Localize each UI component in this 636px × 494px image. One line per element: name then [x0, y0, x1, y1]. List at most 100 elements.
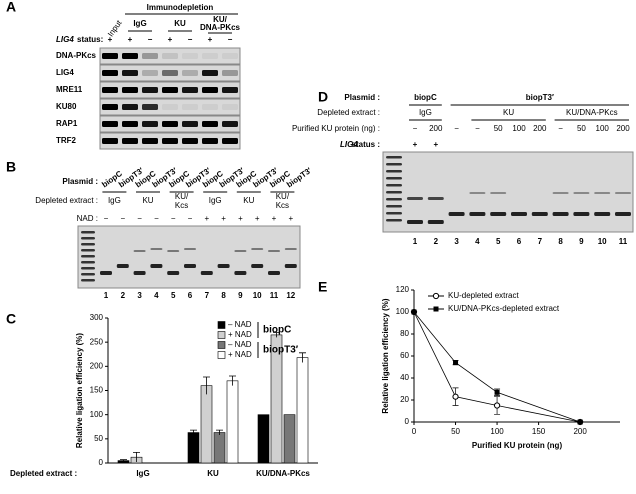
extract-label: Depleted extract : — [317, 108, 380, 117]
gel-band — [386, 170, 402, 173]
lane-number: 1 — [104, 291, 109, 300]
gel-band — [102, 138, 118, 144]
point — [577, 419, 583, 425]
gel-band — [531, 212, 548, 216]
ku-amount: 50 — [577, 124, 586, 133]
gel-band — [386, 191, 402, 194]
gel-band — [386, 156, 402, 159]
plasmid-label: Plasmid : — [344, 93, 380, 102]
lane-number: 2 — [121, 291, 126, 300]
nad-sign: + — [204, 214, 209, 223]
y-tick-label: 300 — [90, 313, 104, 322]
x-tick-label: 150 — [532, 427, 546, 436]
lane-number: 5 — [171, 291, 176, 300]
lane-number: 4 — [154, 291, 159, 300]
gel-band — [162, 87, 178, 93]
gel-band — [594, 212, 611, 216]
nad-sign: + — [288, 214, 293, 223]
gel-band — [81, 255, 95, 258]
lane-number: 11 — [270, 291, 279, 300]
gel-band — [407, 197, 423, 200]
lig4-sign: + — [168, 35, 173, 44]
gel-band — [490, 192, 507, 194]
nad-label: NAD : — [77, 214, 98, 223]
lane-number: 6 — [517, 237, 522, 246]
extract-name: IgG — [108, 196, 121, 205]
plasmid-name: biopC — [414, 93, 437, 102]
gel-band — [222, 104, 238, 110]
gel-band — [251, 264, 264, 268]
legend-swatch — [217, 331, 226, 339]
ku-label: Purified KU protein (ng) : — [292, 124, 380, 133]
gel-band — [122, 87, 138, 93]
gel-band — [386, 163, 402, 166]
lane-number: 9 — [579, 237, 584, 246]
ku-amount: 200 — [533, 124, 547, 133]
ku-amount: − — [558, 124, 563, 133]
gel-band — [162, 70, 178, 76]
lig4-gene: LIG4 — [56, 35, 74, 44]
gel-band — [81, 261, 95, 264]
panel-label: D — [318, 89, 328, 105]
gel-band — [122, 104, 138, 110]
legend-group: biopC — [263, 325, 291, 336]
plasmid-name: biopT3′ — [526, 93, 554, 102]
gel-image — [99, 47, 241, 65]
panel-label: A — [6, 0, 16, 15]
panel-a-header: Immunodepletion — [147, 3, 214, 12]
gel-band — [615, 192, 631, 194]
gel-band — [222, 70, 238, 76]
gel-band — [202, 138, 218, 144]
gel-image — [77, 225, 301, 289]
y-tick-label: 40 — [400, 373, 409, 382]
gel-band — [162, 104, 178, 110]
lane-number: 10 — [598, 237, 607, 246]
y-tick-label: 150 — [90, 386, 104, 395]
point — [493, 402, 501, 409]
point — [452, 393, 459, 400]
gel-band — [184, 264, 196, 268]
legend-label: + NAD — [228, 350, 252, 359]
lig4-sign: − — [188, 35, 193, 44]
row-label: RAP1 — [56, 119, 78, 128]
y-tick-label: 20 — [400, 395, 409, 404]
gel-band — [182, 138, 198, 144]
gel-band — [202, 87, 218, 93]
gel-band — [81, 243, 95, 246]
y-tick-label: 50 — [94, 434, 103, 443]
gel-band — [122, 70, 138, 76]
gel-band — [184, 248, 196, 250]
error-bar — [299, 352, 306, 363]
gel-band — [100, 271, 112, 275]
column-label: KU/ — [213, 15, 228, 24]
gel-band — [142, 121, 158, 127]
lane-number: 4 — [475, 237, 480, 246]
gel-band — [552, 192, 569, 194]
gel-band — [150, 248, 163, 250]
gel-band — [81, 279, 95, 282]
ku-amount: − — [454, 124, 459, 133]
gel-band — [284, 248, 297, 250]
gel-band — [167, 250, 180, 252]
legend-swatch — [217, 351, 226, 359]
x-tick-label: 100 — [490, 427, 504, 436]
gel-band — [386, 212, 402, 215]
gel-band — [81, 231, 95, 234]
x-axis-label: Purified KU protein (ng) — [472, 441, 563, 450]
nad-sign: + — [238, 214, 243, 223]
nad-sign: + — [272, 214, 277, 223]
error-bar — [133, 451, 140, 463]
gel-image — [99, 98, 241, 116]
x-tick-label: 0 — [412, 427, 417, 436]
gel-band — [102, 87, 118, 93]
legend-label: KU-depleted extract — [448, 291, 519, 300]
gel-band — [162, 121, 178, 127]
gel-band — [427, 197, 444, 200]
series-line — [413, 311, 581, 423]
lig4-sign: + — [433, 140, 438, 149]
bar — [226, 380, 239, 464]
extract-name: IgG — [209, 196, 222, 205]
nad-sign: + — [255, 214, 260, 223]
